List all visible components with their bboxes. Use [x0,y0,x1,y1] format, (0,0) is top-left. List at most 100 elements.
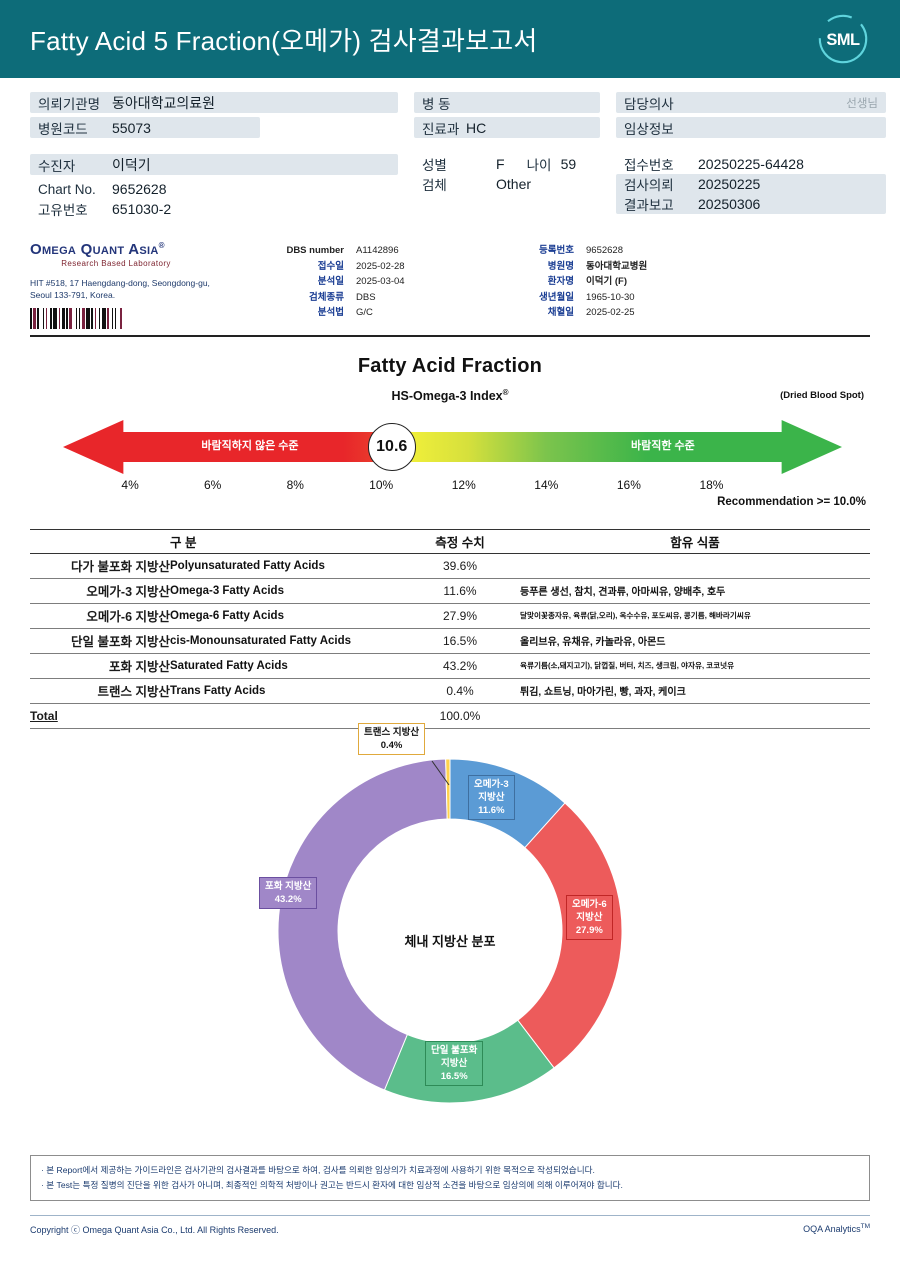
index-label-superscript: ® [502,387,509,397]
lab-field-row: 등록번호 9652628 [510,243,870,259]
lab-field-key: DBS number [286,245,344,256]
table-header-row: 구 분 측정 수치 함유 식품 [30,528,870,554]
gauge-tick: 14% [534,477,559,492]
total-blank [520,702,870,729]
omega3-index-value: 10.6 [376,437,408,455]
donut-leader-line [431,760,450,785]
chart-no-value: 9652628 [112,181,167,197]
dried-blood-spot-note: (Dried Blood Spot) [780,389,864,401]
lab-field-row: 생년월일 1965-10-30 [510,290,870,306]
cell-measured-value: 43.2% [400,653,520,679]
omega3-index-value-bubble: 10.6 [367,422,416,471]
table-row: 단일 불포화 지방산 cis-Monounsaturated Fatty Acid… [30,628,870,654]
table-row: 오메가-6 지방산 Omega-6 Fatty Acids 27.9% 달맞이꽃종자유… [30,603,870,629]
th-blank [30,528,170,554]
donut-segment-label: 포화 지방산 43.2% [259,876,318,909]
info-col-order: 담당의사 선생님 임상정보 접수번호 20250225-64428 검사의뢰 2… [616,92,886,219]
patient-ids: Chart No. 9652628 고유번호 651030-2 [30,179,398,219]
donut-label-line: 지방산 [576,911,603,923]
lab-field-value: 2025-02-28 [356,260,405,272]
lab-identity: Omega Quant Asia® Research Based Laborat… [30,241,280,329]
demographics: 성별 F 나이 59 검체 Other [414,154,600,194]
disclaimer-box: · 본 Report에서 제공하는 가이드라인은 검사기관의 검사결과를 바탕으… [30,1154,870,1201]
lab-field-row: 검체종류 DBS [280,290,510,306]
donut-label-line: 오메가-6 [572,898,607,910]
row-accession: 접수번호 20250225-64428 [624,154,878,174]
field-institution: 의뢰기관명 동아대학교의료원 [30,92,398,113]
copyright-text: Copyright ⓒ Omega Quant Asia Co., Ltd. A… [30,1224,279,1235]
fatty-acid-distribution-chart: 오메가-3 지방산 11.6% 오메가-6 지방산 27.9% 단일 불포화 지방산 16.5%… [0,722,900,1155]
order-dates: 접수번호 20250225-64428 [616,154,886,174]
lab-info-strip: Omega Quant Asia® Research Based Laborat… [30,241,870,337]
info-col-institution: 의뢰기관명 동아대학교의료원 병원코드 55073 수진자 이덕기 Chart … [30,92,398,219]
analytics-text: OQA Analytics [803,1223,861,1234]
th-category: 구 분 [170,528,400,554]
index-label-text: HS-Omega-3 Index [391,388,503,403]
order-value: 20250225 [698,176,761,192]
row-order-date: 검사의뢰 20250225 [624,174,878,194]
analytics-brand: OQA AnalyticsTM [803,1223,870,1236]
specimen-value: Other [496,176,532,192]
cell-category-ko: 단일 불포화 지방산 [30,628,170,654]
patient-value: 이덕기 [112,156,151,173]
lab-field-row: 채혈일 2025-02-25 [510,305,870,321]
ward-label: 병 동 [422,96,451,112]
cell-category-ko: 오메가-6 지방산 [30,603,170,629]
cell-category-ko: 포화 지방산 [30,653,170,679]
cell-category-en: Omega-6 Fatty Acids [170,603,400,629]
th-value: 측정 수치 [400,528,520,554]
cell-category-en: Polyunsaturated Fatty Acids [170,553,400,579]
cell-measured-value: 27.9% [400,603,520,629]
lab-field-key: 채혈일 [547,307,574,318]
report-label: 결과보고 [624,198,674,213]
donut-label-line: 지방산 [478,791,505,803]
hospital-code-value: 55073 [112,119,151,136]
row-chart-no: Chart No. 9652628 [38,179,390,199]
disclaimer-line-1: · 본 Report에서 제공하는 가이드라인은 검사기관의 검사결과를 바탕으… [41,1164,595,1175]
lab-address-line2: Seoul 133-791, Korea. [30,290,116,301]
field-ward: 병 동 [414,92,600,113]
donut-segment-label: 트랜스 지방산 0.4% [358,722,426,755]
field-clinical-info: 임상정보 [616,117,886,138]
lab-field-row: DBS number A1142896 [280,243,510,259]
lab-field-key: 검체종류 [309,291,344,303]
lab-field-value: G/C [356,307,373,318]
sml-logo-icon: SML [814,10,872,68]
barcode-image [30,307,160,329]
table-header: 구 분 측정 수치 함유 식품 [30,528,870,554]
donut-label-line: 오메가-3 [474,778,509,790]
lab-field-value: A1142896 [356,245,399,256]
institution-value: 동아대학교의료원 [112,94,216,111]
cell-category-en: Saturated Fatty Acids [170,653,400,679]
patient-label: 수진자 [38,158,76,174]
lab-fields-right: 등록번호 9652628 병원명 동아대학교병원 환자명 이덕기 (F) 생년월일 1965-… [510,241,870,329]
lab-field-value: 이덕기 (F) [586,276,627,287]
donut-label-line: 포화 지방산 [265,880,312,892]
lab-field-row: 병원명 동아대학교병원 [510,259,870,275]
analytics-tm: TM [860,1222,870,1230]
lab-field-key: 분석법 [317,307,344,318]
th-food: 함유 식품 [520,528,870,554]
field-patient-name: 수진자 이덕기 [30,154,398,175]
accession-label: 접수번호 [624,158,674,173]
lab-field-key: 환자명 [547,276,574,287]
row-specimen: 검체 Other [422,174,592,194]
donut-segment-label: 오메가-6 지방산 27.9% [566,894,613,940]
sex-value: F [496,156,505,172]
donut-segment [277,758,448,1091]
donut-center-title: 체내 지방산 분포 [404,933,496,949]
lab-tagline: Research Based Laboratory [61,259,171,268]
donut-label-line: 27.9% [575,924,603,936]
lab-field-key: 생년월일 [539,291,574,303]
donut-label-line: 11.6% [478,804,505,816]
table-row: 다가 불포화 지방산 Polyunsaturated Fatty Acids 39.… [30,553,870,579]
gauge-tick: 18% [699,477,724,492]
disclaimer-line-2: · 본 Test는 특정 질병의 진단을 위한 검사가 아니며, 최종적인 의학… [41,1179,623,1190]
lab-field-value: 2025-03-04 [356,276,405,287]
cell-category-ko: 트랜스 지방산 [30,678,170,704]
cell-measured-value: 11.6% [400,578,520,604]
lab-address: HIT #518, 17 Haengdang-dong, Seongdong-g… [30,277,280,302]
department-label: 진료과 [422,121,460,137]
report-value: 20250306 [698,196,761,212]
hospital-code-label: 병원코드 [38,121,88,137]
